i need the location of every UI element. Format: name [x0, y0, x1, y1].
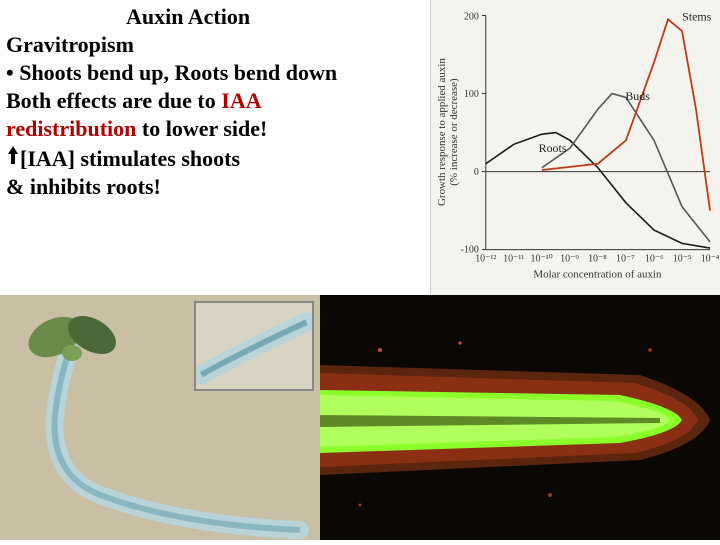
root-svg [320, 295, 720, 540]
y-axis-label-2: (% increase or decrease) [448, 78, 460, 186]
line-3: [IAA] stimulates shoots [6, 144, 424, 172]
xt5: 10⁻⁷ [616, 254, 635, 265]
x-axis-label: Molar concentration of auxin [533, 269, 662, 281]
line-4: & inhibits roots! [6, 174, 424, 200]
roots-curve [486, 133, 710, 249]
seedling-photo [0, 295, 320, 540]
root-tip-photo [320, 295, 720, 540]
ytick-100: 100 [464, 89, 479, 100]
xt3: 10⁻⁹ [560, 254, 579, 265]
up-arrow-icon [6, 144, 20, 166]
xt6: 10⁻⁶ [645, 254, 664, 265]
seedling-inset [194, 301, 314, 391]
y-axis-label-1: Growth response to applied auxin [436, 58, 448, 206]
ytick-0: 0 [474, 167, 479, 178]
line-1: Both effects are due to IAA [6, 88, 424, 114]
xt0: 10⁻¹² [475, 254, 496, 265]
xt7: 10⁻⁵ [673, 254, 692, 265]
line2-highlight: redistribution [6, 116, 136, 141]
bullet-line: • Shoots bend up, Roots bend down [6, 60, 424, 86]
line1-highlight: IAA [221, 88, 261, 113]
xt1: 10⁻¹¹ [503, 254, 524, 265]
y-ticks: 200 100 0 -100 [461, 11, 486, 255]
buds-label: Buds [625, 89, 650, 103]
line2-b: to lower side! [136, 116, 267, 141]
roots-label: Roots [539, 141, 567, 155]
xt4: 10⁻⁸ [588, 254, 607, 265]
xt2: 10⁻¹⁰ [531, 254, 553, 265]
line3-text: [IAA] stimulates shoots [20, 146, 240, 171]
line1-a: Both effects are due to [6, 88, 221, 113]
x-ticks: 10⁻¹² 10⁻¹¹ 10⁻¹⁰ 10⁻⁹ 10⁻⁸ 10⁻⁷ 10⁻⁶ 10… [475, 254, 720, 265]
chart-svg: 200 100 0 -100 Growth response to applie… [431, 0, 720, 295]
text-block: Auxin Action Gravitropism • Shoots bend … [0, 0, 430, 295]
stems-label: Stems [682, 9, 712, 23]
stems-curve [542, 19, 710, 210]
ytick-200: 200 [464, 11, 479, 22]
page-title: Auxin Action [6, 4, 424, 30]
auxin-response-chart: 200 100 0 -100 Growth response to applie… [430, 0, 720, 295]
line-2: redistribution to lower side! [6, 116, 424, 142]
subtitle: Gravitropism [6, 32, 424, 58]
xt8: 10⁻⁴ [701, 254, 720, 265]
